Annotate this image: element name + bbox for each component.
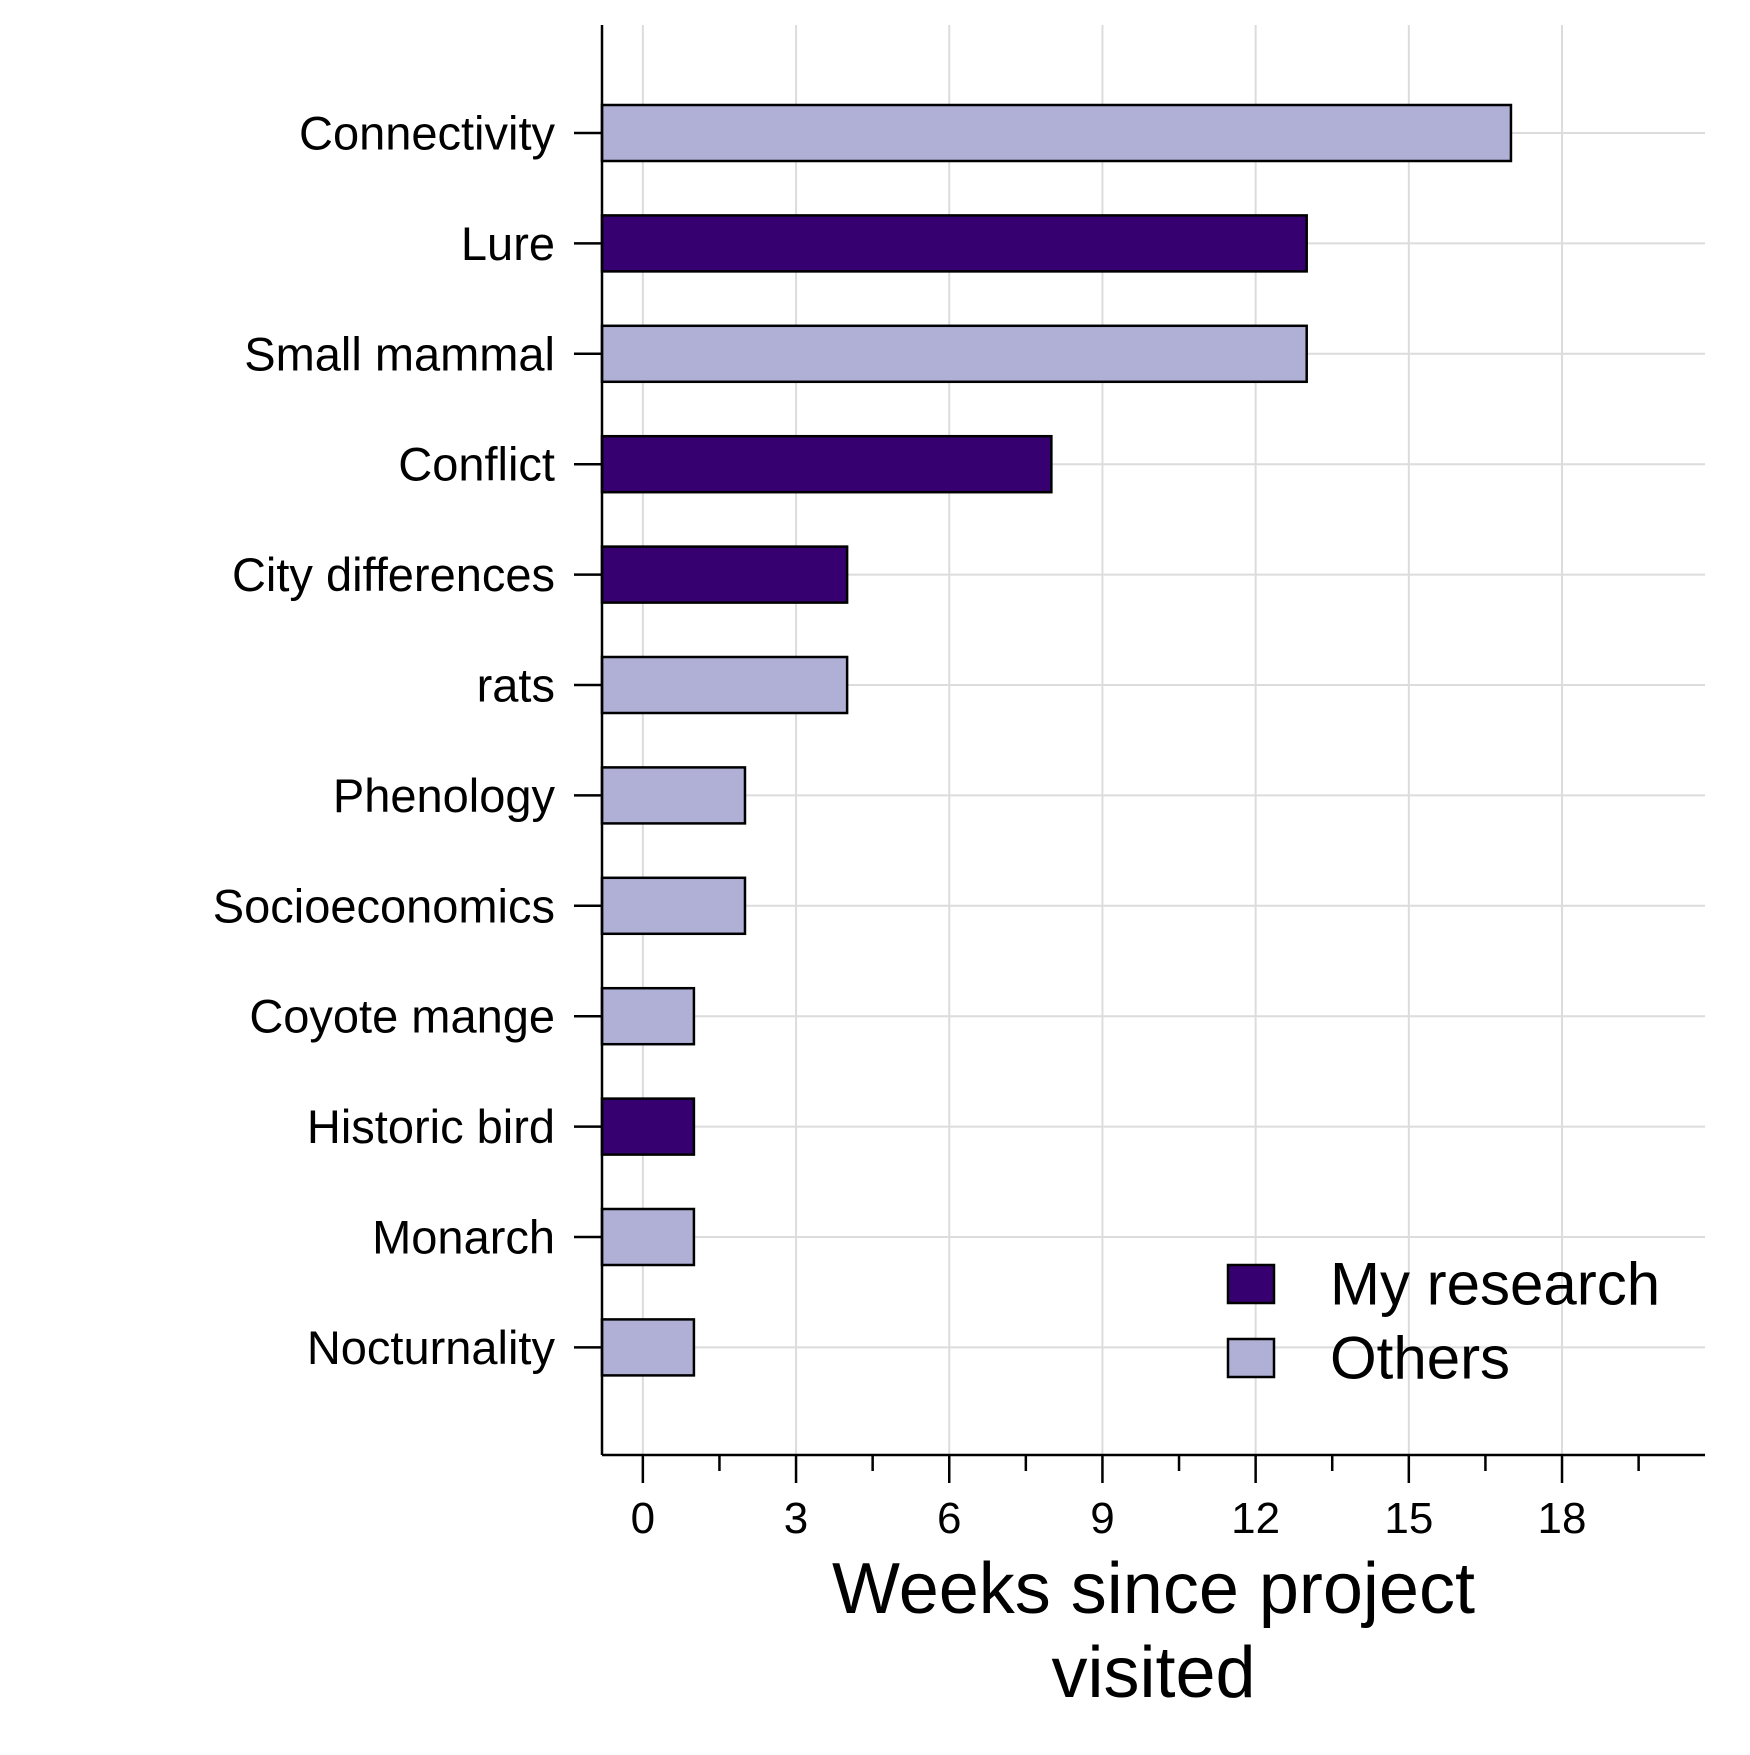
category-label: Monarch [372,1211,555,1264]
bar [600,655,849,715]
category-label: Connectivity [299,107,555,160]
bar [600,214,1308,273]
category-label: City differences [232,548,555,601]
legend-label: My research [1330,1251,1660,1318]
bar [600,876,747,936]
x-tick-label: 3 [784,1494,808,1543]
bar [600,766,747,825]
legend-swatch [1226,1337,1276,1379]
x-tick-label: 6 [937,1494,961,1543]
x-tick-label: 0 [631,1494,655,1543]
bar [600,434,1053,494]
x-tick-label: 15 [1384,1494,1433,1543]
bar [600,324,1308,384]
legend-swatch [1226,1263,1276,1305]
bar [600,1318,696,1377]
bar [600,545,849,604]
bar [600,103,1513,163]
category-label: Socioeconomics [213,879,555,932]
category-label: Nocturnality [307,1321,556,1374]
category-label: Conflict [398,438,555,491]
bar [600,986,696,1046]
category-label: Lure [461,217,555,270]
category-label: Historic bird [307,1100,555,1153]
bar [600,1207,696,1267]
category-label: rats [477,659,555,712]
x-axis-title-line: visited [1051,1633,1255,1713]
category-label: Coyote mange [249,990,555,1043]
x-axis-title-line: Weeks since project [832,1549,1475,1629]
category-label: Small mammal [244,327,555,380]
x-tick-label: 12 [1231,1494,1280,1543]
bars [600,103,1513,1377]
category-labels: Connectivity Lure Small mammal Conflict City… [213,107,556,1374]
legend: My research Others [1226,1251,1660,1392]
bar [600,1097,696,1156]
x-tick-labels: 0 3 6 9 12 15 18 [631,1494,1587,1543]
legend-label: Others [1330,1325,1510,1392]
x-tick-label: 9 [1090,1494,1114,1543]
x-tick-label: 18 [1538,1494,1587,1543]
category-label: Phenology [333,769,556,822]
axes [574,25,1705,1483]
